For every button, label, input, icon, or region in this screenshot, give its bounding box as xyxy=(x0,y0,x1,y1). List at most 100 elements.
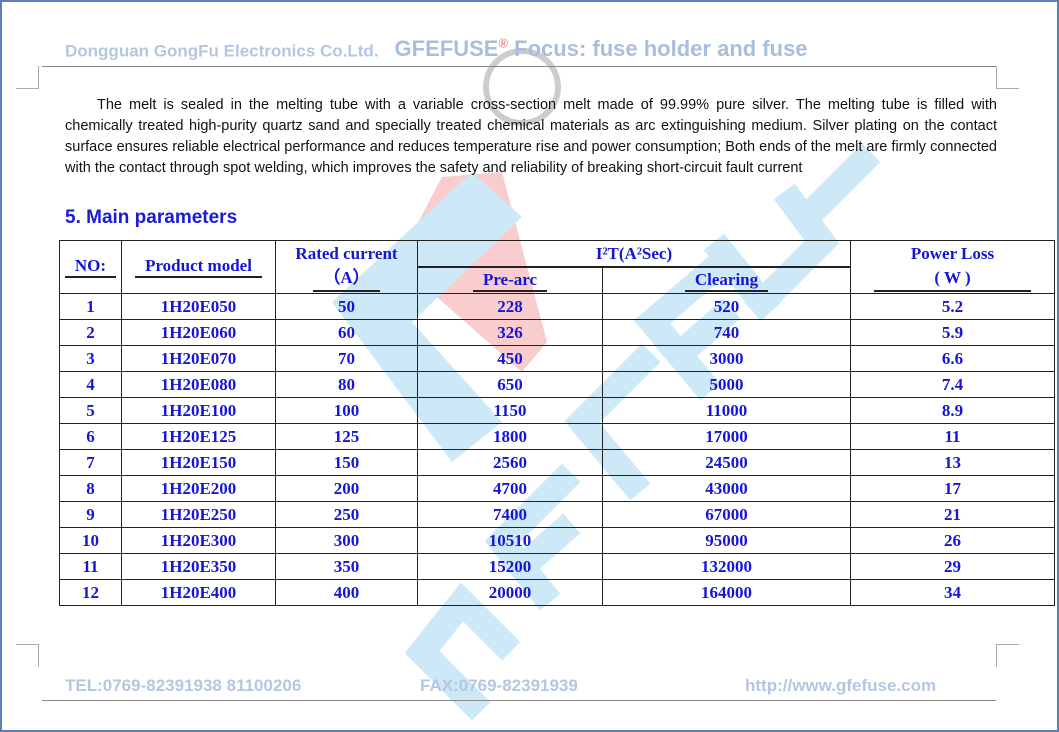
cell-rated-current: 125 xyxy=(275,423,418,450)
table-row: 2 1H20E060 60 326 740 5.9 xyxy=(59,319,1055,346)
cell-power-loss: 7.4 xyxy=(850,371,1055,398)
table-row: 7 1H20E150 150 2560 24500 13 xyxy=(59,449,1055,476)
cell-power-loss: 6.6 xyxy=(850,345,1055,372)
table-row: 3 1H20E070 70 450 3000 6.6 xyxy=(59,345,1055,372)
cell-model: 1H20E400 xyxy=(121,579,276,606)
footer-tel: TEL:0769-82391938 81100206 xyxy=(65,676,302,695)
cell-no: 6 xyxy=(59,423,122,450)
table-subheader-row: Pre-arc Clearing xyxy=(60,266,1055,294)
cell-clearing: 95000 xyxy=(602,527,851,554)
cell-power-loss: 17 xyxy=(850,475,1055,502)
cell-prearc: 228 xyxy=(417,293,603,320)
table-row: 12 1H20E400 400 20000 164000 34 xyxy=(59,579,1055,606)
cell-no: 9 xyxy=(59,501,122,528)
cell-rated-current: 300 xyxy=(275,527,418,554)
table-row: 10 1H20E300 300 10510 95000 26 xyxy=(59,527,1055,554)
cell-rated-current: 100 xyxy=(275,397,418,424)
table-row: 9 1H20E250 250 7400 67000 21 xyxy=(59,501,1055,528)
header-clearing: Clearing xyxy=(684,270,769,292)
margin-corner xyxy=(16,66,39,89)
table-row: 8 1H20E200 200 4700 43000 17 xyxy=(59,475,1055,502)
cell-clearing: 132000 xyxy=(602,553,851,580)
cell-rated-current: 150 xyxy=(275,449,418,476)
cell-prearc: 1800 xyxy=(417,423,603,450)
cell-prearc: 4700 xyxy=(417,475,603,502)
company-name: Dongguan GongFu Electronics Co.Ltd. xyxy=(65,41,379,61)
header-rated: Rated current xyxy=(295,244,398,263)
header-prearc: Pre-arc xyxy=(472,270,548,292)
cell-model: 1H20E250 xyxy=(121,501,276,528)
description-paragraph: The melt is sealed in the melting tube w… xyxy=(65,97,997,176)
cell-rated-current: 70 xyxy=(275,345,418,372)
cell-no: 8 xyxy=(59,475,122,502)
cell-clearing: 24500 xyxy=(602,449,851,476)
section-title: 5. Main parameters xyxy=(65,207,238,228)
header-model: Product model xyxy=(135,256,262,278)
cell-model: 1H20E080 xyxy=(121,371,276,398)
cell-power-loss: 29 xyxy=(850,553,1055,580)
cell-no: 11 xyxy=(59,553,122,580)
cell-power-loss: 34 xyxy=(850,579,1055,606)
parameters-table: NO: Product model Rated current （A） I²T(A… xyxy=(59,240,1055,606)
cell-model: 1H20E125 xyxy=(121,423,276,450)
cell-model: 1H20E100 xyxy=(121,397,276,424)
cell-rated-current: 400 xyxy=(275,579,418,606)
cell-rated-current: 250 xyxy=(275,501,418,528)
header-rated-unit: （A） xyxy=(313,266,380,292)
cell-clearing: 740 xyxy=(602,319,851,346)
margin-corner xyxy=(996,66,1019,89)
footer-url[interactable]: http://www.gfefuse.com xyxy=(745,676,937,695)
cell-model: 1H20E200 xyxy=(121,475,276,502)
cell-no: 10 xyxy=(59,527,122,554)
cell-power-loss: 21 xyxy=(850,501,1055,528)
cell-no: 1 xyxy=(59,293,122,320)
cell-model: 1H20E070 xyxy=(121,345,276,372)
header-rule xyxy=(42,66,996,67)
cell-clearing: 3000 xyxy=(602,345,851,372)
cell-model: 1H20E350 xyxy=(121,553,276,580)
table-row: 4 1H20E080 80 650 5000 7.4 xyxy=(59,371,1055,398)
cell-prearc: 10510 xyxy=(417,527,603,554)
cell-clearing: 11000 xyxy=(602,397,851,424)
cell-clearing: 43000 xyxy=(602,475,851,502)
table-row: 1 1H20E050 50 228 520 5.2 xyxy=(59,293,1055,320)
cell-prearc: 450 xyxy=(417,345,603,372)
table-row: 5 1H20E100 100 1150 11000 8.9 xyxy=(59,397,1055,424)
cell-power-loss: 5.2 xyxy=(850,293,1055,320)
cell-no: 4 xyxy=(59,371,122,398)
cell-no: 12 xyxy=(59,579,122,606)
cell-model: 1H20E060 xyxy=(121,319,276,346)
cell-no: 5 xyxy=(59,397,122,424)
cell-model: 1H20E300 xyxy=(121,527,276,554)
cell-rated-current: 350 xyxy=(275,553,418,580)
focus-text: Focus: fuse holder and fuse xyxy=(514,36,808,62)
brand-name: GFEFUSE xyxy=(394,36,499,62)
cell-prearc: 326 xyxy=(417,319,603,346)
cell-rated-current: 200 xyxy=(275,475,418,502)
cell-prearc: 2560 xyxy=(417,449,603,476)
cell-clearing: 5000 xyxy=(602,371,851,398)
cell-prearc: 650 xyxy=(417,371,603,398)
header-i2t: I²T(A²Sec) xyxy=(417,240,851,268)
cell-rated-current: 80 xyxy=(275,371,418,398)
header-power: Power Loss xyxy=(910,244,995,263)
footer-rule xyxy=(42,700,996,701)
table-header-row: NO: Product model Rated current （A） I²T(A… xyxy=(59,240,1055,294)
cell-no: 2 xyxy=(59,319,122,346)
cell-prearc: 15200 xyxy=(417,553,603,580)
table-row: 6 1H20E125 125 1800 17000 11 xyxy=(59,423,1055,450)
margin-corner xyxy=(16,644,39,667)
cell-clearing: 17000 xyxy=(602,423,851,450)
cell-prearc: 20000 xyxy=(417,579,603,606)
cell-power-loss: 11 xyxy=(850,423,1055,450)
cell-power-loss: 8.9 xyxy=(850,397,1055,424)
cell-clearing: 67000 xyxy=(602,501,851,528)
header-power-unit: ( W ) xyxy=(874,266,1031,292)
footer-fax: FAX:0769-82391939 xyxy=(420,676,578,695)
margin-corner xyxy=(996,644,1019,667)
cell-power-loss: 13 xyxy=(850,449,1055,476)
cell-power-loss: 5.9 xyxy=(850,319,1055,346)
cell-model: 1H20E050 xyxy=(121,293,276,320)
cell-no: 3 xyxy=(59,345,122,372)
